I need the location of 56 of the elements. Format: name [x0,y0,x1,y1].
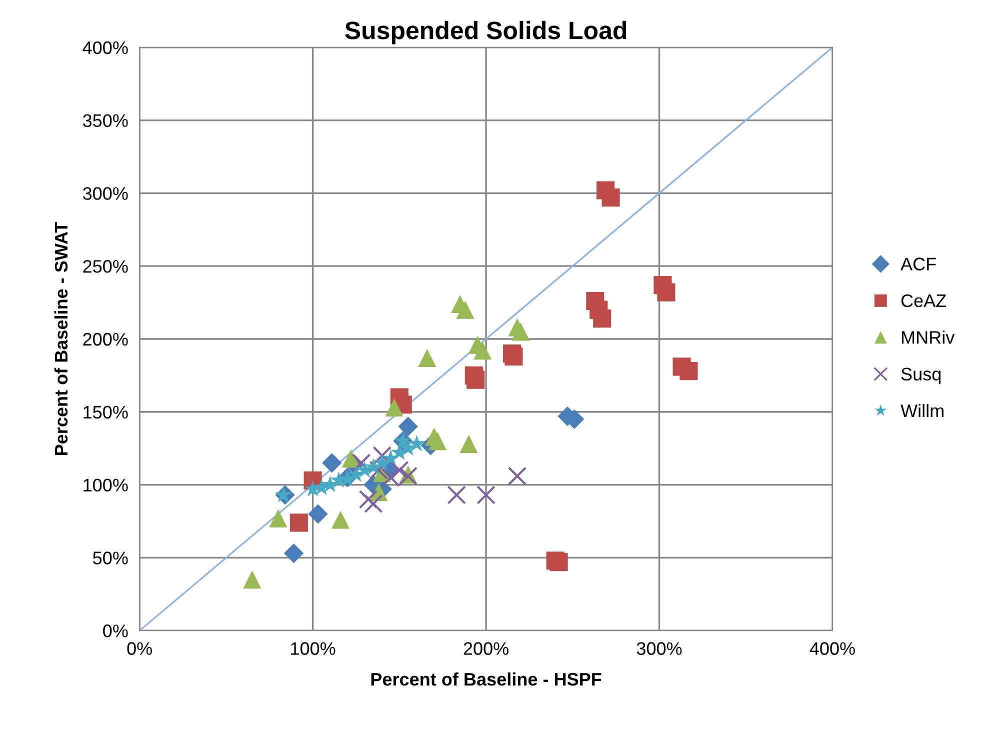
point [308,504,328,524]
point [428,432,447,450]
point [593,310,612,328]
point [274,486,292,502]
y-tick-label: 400% [82,41,128,54]
point [512,322,530,341]
point [460,434,478,453]
point [680,362,698,380]
point [456,300,474,319]
point [504,347,523,366]
x-tick-label: 100% [291,642,336,655]
point [474,342,492,360]
point [657,283,676,302]
point [508,466,527,486]
legend-label: Willm [900,404,944,418]
point [243,570,262,589]
y-tick-label: 350% [82,114,128,128]
point [269,509,288,528]
x-tick-label: 200% [464,642,508,655]
point [466,370,485,389]
legend-label: ACF [900,258,936,270]
y-tick-label: 50% [93,552,128,564]
point [390,460,409,480]
legend-label: MNRiv [902,330,955,344]
point [364,494,383,514]
x-tick-label: 300% [636,642,682,655]
y-axis-title: Percent of Baseline - SWAT [54,222,68,455]
point [342,450,360,468]
point [352,454,371,472]
x-tick-label: 400% [810,642,855,655]
point [290,514,308,532]
point [331,510,350,529]
point [418,348,436,367]
x-axis-title: Percent of Baseline - HSPF [371,672,602,686]
y-tick-label: 100% [84,478,128,492]
point [602,188,620,207]
chart-title: Suspended Solids Load [345,20,626,44]
point [322,453,342,473]
point [408,434,426,452]
legend-label: CeAZ [901,294,946,308]
point [358,490,378,509]
x-tick-label: 0% [127,642,152,655]
y-tick-label: 300% [82,187,128,200]
point [369,460,388,480]
point [385,398,404,417]
legend-label: Susq [901,368,941,384]
point [372,446,392,466]
point [284,543,304,564]
point [398,416,418,436]
y-tick-label: 150% [84,406,128,419]
y-tick-label: 0% [103,624,128,638]
y-tick-label: 250% [83,260,128,273]
y-tick-label: 200% [83,332,128,346]
point [476,486,496,504]
point [447,486,466,504]
point [550,553,568,572]
